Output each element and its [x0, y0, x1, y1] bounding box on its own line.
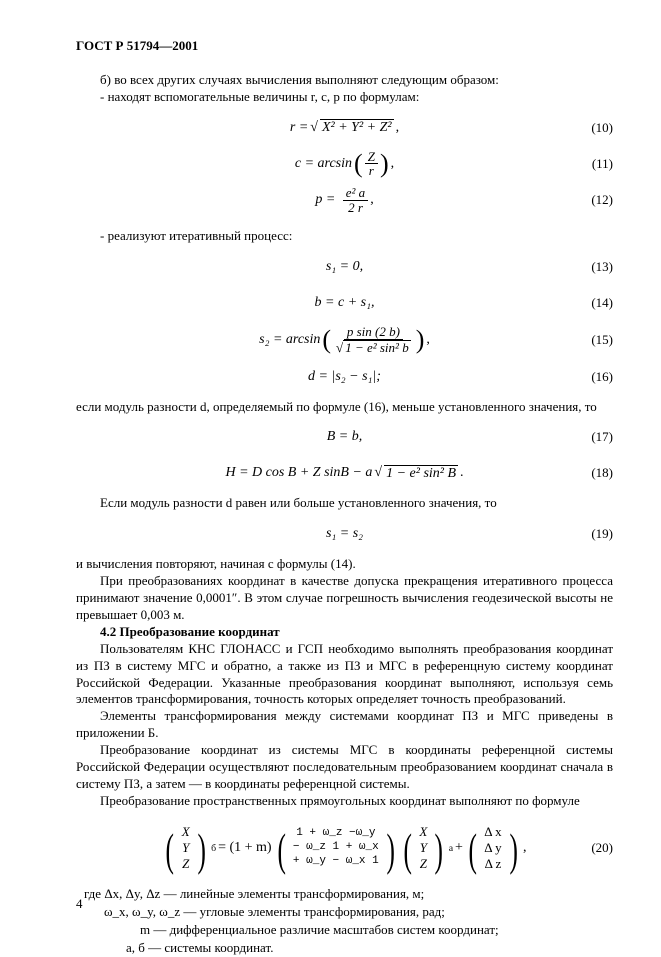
fraction: p sin (2 b) √1 − e² sin² b [333, 325, 414, 354]
equation-11: c = arcsin ( Z r ) , (11) [76, 150, 613, 178]
equation-number: (17) [591, 429, 613, 445]
paragraph: и вычисления повторяют, начиная с формул… [76, 556, 613, 573]
paragraph: Преобразование координат из системы МГС … [76, 742, 613, 793]
eq-lhs: c = arcsin [295, 156, 352, 172]
eq-tail: , [426, 332, 430, 348]
paragraph: При преобразованиях координат в качестве… [76, 573, 613, 624]
eq-lhs: p = [315, 192, 335, 208]
equation-number: (18) [591, 465, 613, 481]
eq-lhs: H = D cos B + Z sinB − a [225, 465, 372, 481]
eq-tail: , [523, 840, 527, 856]
equation-number: (10) [591, 120, 613, 136]
equation-number: (19) [591, 526, 613, 542]
equation-number: (15) [591, 332, 613, 348]
eq-tail: , [396, 120, 400, 136]
paragraph: Элементы трансформирования между система… [76, 708, 613, 742]
where-line: а, б — системы координат. [126, 940, 613, 957]
equation-19: s₁ = s₂ (19) [76, 520, 613, 548]
vector: X Y Z [180, 824, 192, 873]
equation-number: (11) [592, 156, 613, 172]
equation-17: B = b, (17) [76, 423, 613, 451]
eq-mid: = (1 + m) [218, 840, 272, 856]
equation-10: r = √X² + Y² + Z² , (10) [76, 114, 613, 142]
eq-tail: , [370, 192, 374, 208]
equation-14: b = c + s₁, (14) [76, 289, 613, 317]
eq-tail: , [391, 156, 395, 172]
where-line: m — дифференциальное различие масштабов … [140, 922, 613, 939]
vector: Δ x Δ y Δ z [482, 824, 503, 873]
equation-12: p = e² a 2 r , (12) [76, 186, 613, 214]
equation-20: ( X Y Z )б = (1 + m) ( 1 + ω_z −ω_y − ω_… [76, 824, 613, 873]
paragraph: Пользователям КНС ГЛОНАСС и ГСП необходи… [76, 641, 613, 709]
section-heading: 4.2 Преобразование координат [76, 624, 613, 641]
equation-15: s₂ = arcsin ( p sin (2 b) √1 − e² sin² b… [76, 325, 613, 354]
where-list: где Δx, Δy, Δz — линейные элементы транс… [84, 886, 613, 957]
paragraph: если модуль разности d, определяемый по … [76, 399, 613, 416]
matrix: 1 + ω_z −ω_y − ω_z 1 + ω_x + ω_y − ω_x 1 [291, 827, 381, 868]
paragraph: - реализуют итеративный процесс: [76, 228, 613, 245]
fraction: Z r [365, 150, 378, 178]
paragraph: Преобразование пространственных прямоуго… [76, 793, 613, 810]
eq-text: s₁ = 0, [326, 259, 363, 275]
paragraph: - находят вспомогательные величины r, c,… [76, 89, 613, 106]
equation-13: s₁ = 0, (13) [76, 253, 613, 281]
eq-tail: . [460, 465, 464, 481]
page-number: 4 [76, 896, 83, 912]
equation-number: (20) [591, 840, 613, 856]
standard-code-header: ГОСТ Р 51794—2001 [76, 38, 613, 54]
fraction: e² a 2 r [343, 186, 368, 214]
where-line: где Δx, Δy, Δz — линейные элементы транс… [84, 886, 613, 903]
eq-root: X² + Y² + Z² [320, 119, 394, 136]
eq-text: B = b, [327, 429, 363, 445]
equation-number: (12) [591, 192, 613, 208]
eq-text: b = c + s₁, [315, 295, 375, 311]
equation-number: (13) [591, 259, 613, 275]
where-line: ω_x, ω_y, ω_z — угловые элементы трансфо… [104, 904, 613, 921]
page: ГОСТ Р 51794—2001 б) во всех других случ… [0, 0, 661, 936]
paragraph: Если модуль разности d равен или больше … [76, 495, 613, 512]
equation-18: H = D cos B + Z sinB − a √1 − e² sin² B … [76, 459, 613, 487]
equation-number: (16) [591, 369, 613, 385]
vector: X Y Z [417, 824, 429, 873]
equation-16: d = |s₂ − s₁|; (16) [76, 363, 613, 391]
eq-plus: + [455, 840, 463, 856]
eq-root: 1 − e² sin² B [384, 465, 458, 482]
paragraph: б) во всех других случаях вычисления вып… [76, 72, 613, 89]
eq-text: d = |s₂ − s₁|; [308, 369, 381, 385]
eq-text: s₁ = s₂ [326, 526, 363, 542]
eq-lhs: r = [290, 120, 308, 136]
eq-lhs: s₂ = arcsin [259, 332, 320, 348]
equation-number: (14) [591, 295, 613, 311]
